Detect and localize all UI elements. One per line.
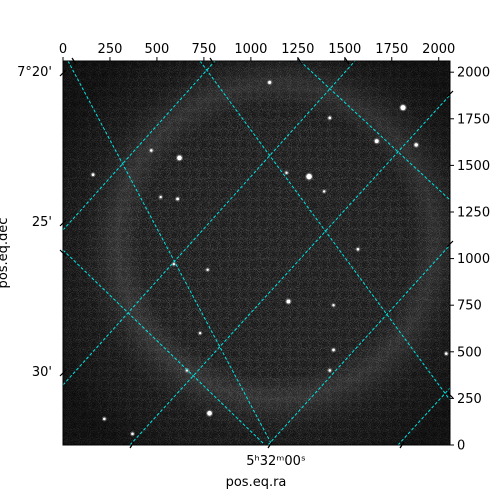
- world-tick-mark: [267, 441, 273, 449]
- y-tick-label: 750: [457, 299, 482, 314]
- star: [159, 195, 162, 199]
- right-pixel-ticks: 0 250 500 750 1000 1250 1500 1750 2000: [450, 66, 490, 454]
- star: [322, 190, 326, 193]
- grid-line: [63, 249, 266, 445]
- world-tick-mark: [59, 249, 67, 257]
- x-tick-label: 500: [145, 42, 170, 57]
- x-tick-label: 1250: [281, 42, 314, 57]
- star: [332, 303, 335, 307]
- star: [207, 410, 212, 416]
- y-tick-label: 2000: [457, 66, 490, 81]
- star: [306, 173, 312, 180]
- y-tick-label: 0: [457, 439, 465, 454]
- grid-line: [199, 61, 450, 401]
- world-tick-mark: [446, 391, 454, 399]
- x-tick-label: 750: [191, 42, 216, 57]
- y-tick-label: 1750: [457, 112, 490, 127]
- dec-tick-label: 7°20': [17, 65, 52, 80]
- star: [328, 116, 332, 120]
- star: [103, 417, 106, 421]
- world-tick-mark: [59, 219, 67, 227]
- world-tick-mark: [446, 90, 454, 98]
- world-tick-mark: [446, 240, 454, 248]
- grid-line: [67, 61, 273, 445]
- star: [328, 369, 332, 372]
- world-tick-mark: [399, 441, 405, 449]
- star: [268, 80, 272, 85]
- dec-tick-label: 25': [32, 215, 52, 230]
- x-tick-label: 0: [59, 42, 67, 57]
- world-tick-mark: [129, 441, 135, 449]
- sky-image: [63, 61, 450, 445]
- star: [286, 299, 291, 304]
- world-tick-mark: [59, 69, 67, 77]
- x-tick-label: 1000: [234, 42, 267, 57]
- star: [176, 197, 179, 201]
- star: [149, 149, 153, 152]
- star: [206, 268, 209, 271]
- star: [356, 247, 360, 251]
- coordinate-grid: [63, 61, 450, 445]
- x-tick-label: 250: [98, 42, 123, 57]
- star: [414, 143, 418, 147]
- top-pixel-ticks: 0 250 500 750 1000 1250 1500 1750 2000: [59, 42, 455, 61]
- x-tick-label: 1750: [375, 42, 408, 57]
- grid-line: [63, 61, 356, 386]
- star: [332, 348, 335, 352]
- world-ticks: [59, 57, 454, 449]
- x-tick-label: 1500: [328, 42, 361, 57]
- star: [91, 173, 95, 177]
- stars-layer: [90, 79, 449, 437]
- grid-line: [397, 387, 450, 445]
- star: [444, 352, 448, 356]
- y-axis-label: pos.eq.dec: [0, 218, 11, 289]
- x-tick-label: 2000: [422, 42, 455, 57]
- y-tick-label: 1500: [457, 159, 490, 174]
- y-tick-label: 1250: [457, 205, 490, 220]
- y-tick-label: 500: [457, 345, 482, 360]
- grid-line: [63, 61, 216, 231]
- grid-line: [129, 94, 450, 445]
- y-tick-label: 250: [457, 392, 482, 407]
- world-tick-mark: [71, 57, 77, 65]
- star: [198, 331, 202, 335]
- ra-tick-label: 5ʰ32ᵐ00ˢ: [246, 454, 306, 469]
- y-tick-label: 1000: [457, 252, 490, 267]
- star: [374, 139, 379, 144]
- grid-line: [267, 244, 450, 445]
- grid-line: [299, 61, 450, 201]
- world-tick-mark: [344, 57, 350, 65]
- world-tick-mark: [297, 57, 303, 65]
- star: [400, 105, 406, 111]
- star: [285, 171, 288, 175]
- x-axis-label: pos.eq.ra: [226, 475, 287, 490]
- star: [177, 155, 182, 161]
- dec-tick-label: 30': [32, 365, 52, 380]
- world-tick-mark: [209, 57, 215, 65]
- world-tick-mark: [59, 369, 67, 377]
- star: [172, 262, 176, 266]
- star: [131, 432, 134, 436]
